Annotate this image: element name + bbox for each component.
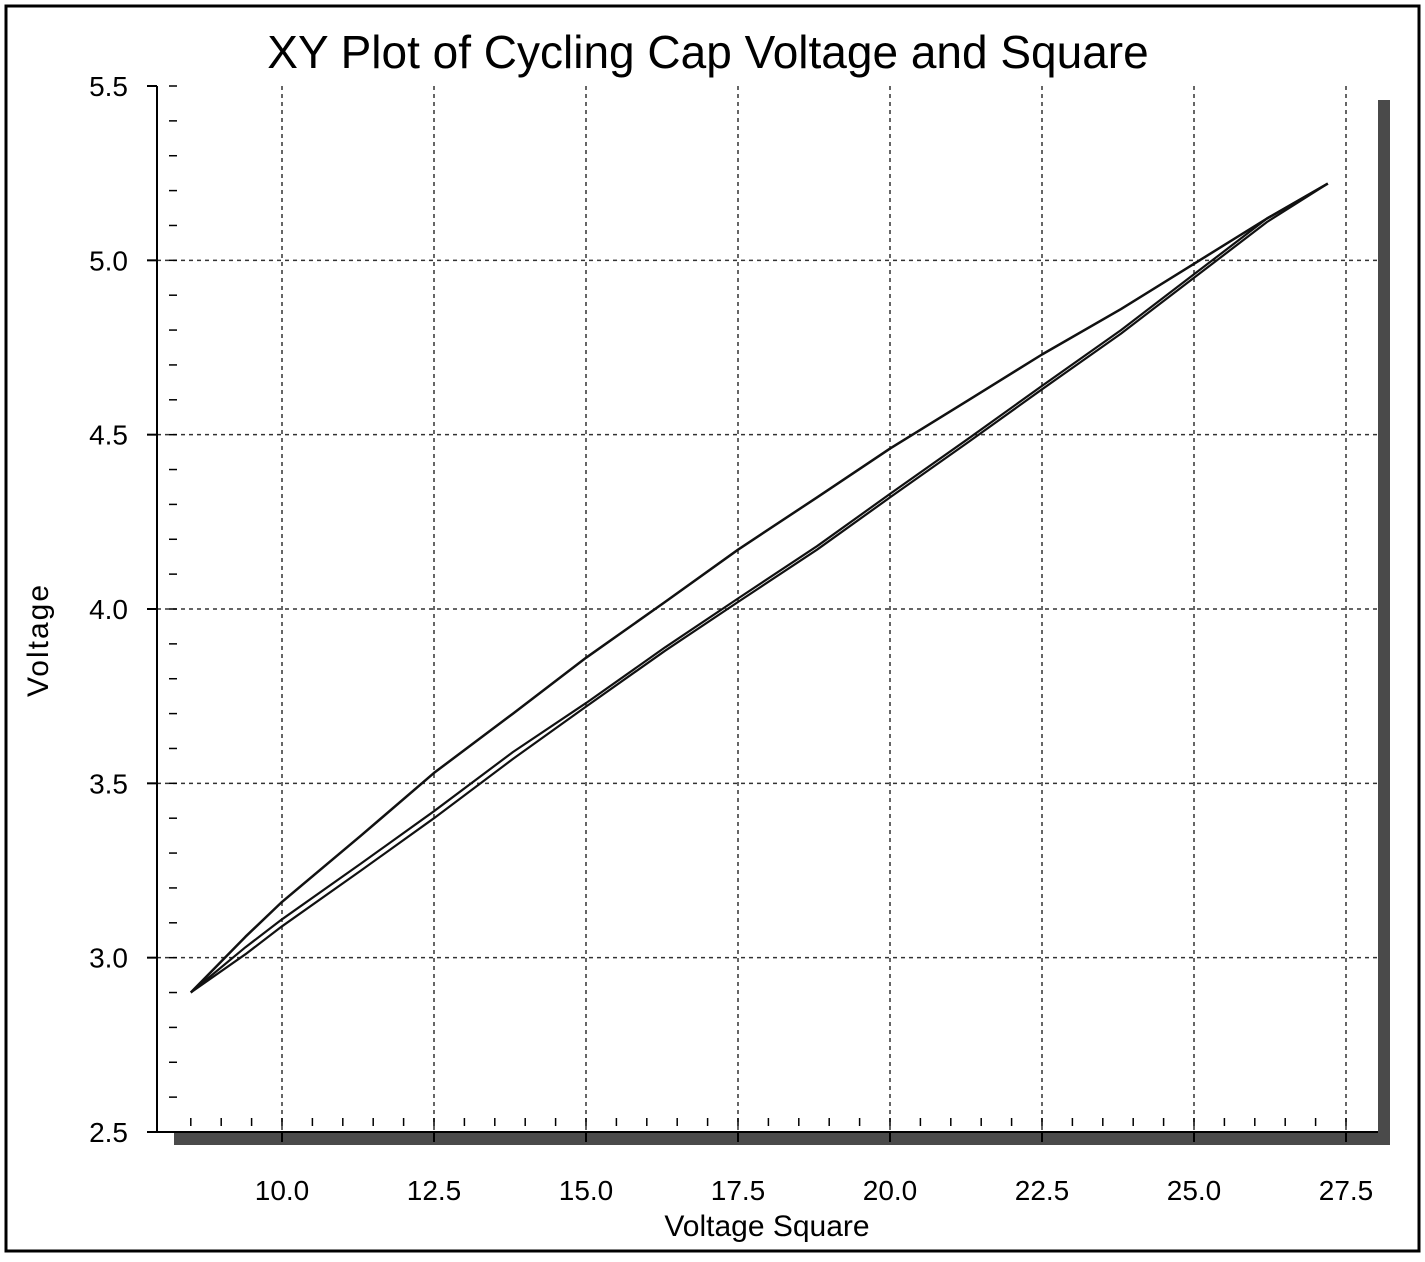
y-tick-label: 5.0 [89,245,128,276]
series-lines [189,182,1329,994]
y-tick-label: 5.5 [89,71,128,102]
series-line-2 [190,182,1329,994]
y-tick-label: 3.0 [89,943,128,974]
y-tick-label: 4.0 [89,594,128,625]
chart-title: XY Plot of Cycling Cap Voltage and Squar… [267,26,1148,78]
x-tick-label: 20.0 [863,1175,918,1206]
y-tick-label: 2.5 [89,1117,128,1148]
x-axis-label: Voltage Square [664,1210,869,1243]
series-line-3 [190,182,1329,994]
x-tick-label: 27.5 [1319,1175,1374,1206]
grid-lines [147,85,1378,1142]
axes [156,86,1378,1133]
x-tick-label: 10.0 [255,1175,310,1206]
y-tick-label: 3.5 [89,768,128,799]
y-tick-label: 4.5 [89,420,128,451]
x-tick-label: 12.5 [407,1175,462,1206]
tick-labels: 10.0 12.5 15.0 17.5 20.0 22.5 25.0 27.5 2.5 3.0 3.… [89,71,1373,1206]
x-tick-label: 25.0 [1167,1175,1222,1206]
y-axis-label: Voltage [22,583,55,697]
series-line-1 [189,182,1329,994]
x-tick-label: 17.5 [711,1175,766,1206]
minor-ticks [169,85,1347,1126]
x-tick-label: 15.0 [559,1175,614,1206]
x-tick-label: 22.5 [1015,1175,1070,1206]
